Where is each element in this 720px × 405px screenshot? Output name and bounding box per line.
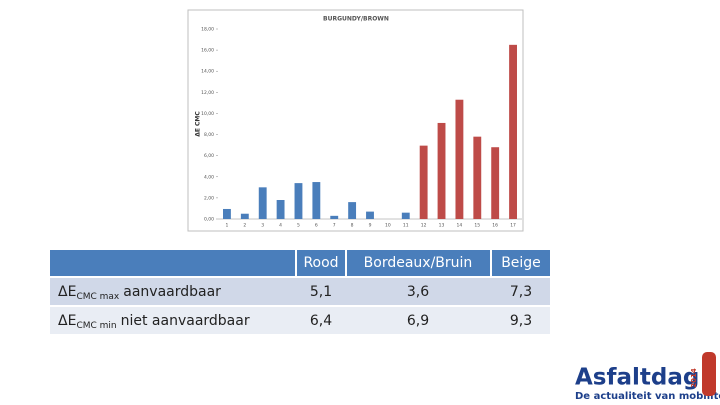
y-tick-label: 8,00 [204, 132, 214, 138]
row-text: niet aanvaardbaar [121, 313, 250, 329]
x-tick-label: 8 [351, 223, 354, 229]
y-tick-label: 14,00 [201, 69, 214, 75]
cell-text: 9,3 [510, 313, 532, 329]
x-tick-label: 2 [243, 223, 246, 229]
row-symbol: ΔE [58, 284, 76, 300]
header-text: Rood [303, 255, 338, 271]
bar [473, 136, 482, 219]
bar [455, 99, 464, 219]
x-tick-label: 3 [261, 223, 264, 229]
bar [419, 145, 428, 219]
bar [437, 122, 446, 219]
cell-text: 3,6 [407, 284, 429, 300]
logo-year: 2014 [690, 368, 698, 388]
row-label: ΔECMC max aanvaardbaar [58, 284, 221, 302]
header-cell [492, 250, 550, 276]
y-tick-label: 16,00 [201, 48, 214, 54]
x-tick-label: 14 [457, 223, 463, 229]
x-tick-label: 7 [333, 223, 336, 229]
row-symbol: ΔE [58, 313, 76, 329]
x-tick-label: 10 [385, 223, 391, 229]
y-tick-label: 0,00 [204, 217, 214, 223]
x-tick-label: 11 [403, 223, 409, 229]
cell-text: 5,1 [310, 284, 332, 300]
bar [223, 208, 231, 219]
cell-text: 6,9 [407, 313, 429, 329]
y-tick-label: 4,00 [204, 174, 214, 180]
header-text: Beige [501, 255, 541, 271]
logo-name: Asfaltdag [575, 365, 699, 391]
bar [509, 44, 517, 220]
x-tick-label: 15 [474, 223, 480, 229]
bar [330, 215, 339, 219]
y-tick-label: 6,00 [204, 153, 214, 159]
bar [348, 202, 357, 219]
bar [276, 200, 285, 219]
chart-title: BURGUNDY/BROWN [323, 16, 389, 23]
row-subscript: CMC max [76, 292, 119, 302]
x-tick-label: 6 [315, 223, 318, 229]
x-tick-label: 1 [226, 223, 229, 229]
x-tick-label: 5 [297, 223, 300, 229]
x-tick-label: 17 [510, 223, 516, 229]
header-text: Bordeaux/Bruin [364, 255, 473, 271]
header-cell [50, 250, 295, 276]
y-tick-label: 2,00 [204, 195, 214, 201]
row-bg [50, 278, 550, 305]
y-axis-label: ΔE CMC [195, 111, 202, 137]
chart-frame [187, 9, 524, 232]
bar [491, 147, 500, 219]
bar [294, 183, 303, 219]
y-tick-label: 18,00 [201, 27, 214, 33]
header-cell [347, 250, 490, 276]
bar [401, 212, 410, 219]
row-text: aanvaardbaar [123, 284, 221, 300]
bar [366, 211, 374, 219]
y-tick-label: 12,00 [201, 90, 214, 96]
row-subscript: CMC min [76, 321, 116, 331]
logo-icon [702, 352, 716, 396]
cell-text: 6,4 [310, 313, 332, 329]
x-tick-label: 9 [369, 223, 372, 229]
header-cell [297, 250, 345, 276]
x-tick-label: 13 [439, 223, 445, 229]
bar [312, 182, 321, 219]
logo-tagline: De actualiteit van mobiliteit [575, 391, 720, 402]
bar [240, 213, 249, 219]
row-bg [50, 307, 550, 334]
x-tick-label: 4 [279, 223, 282, 229]
x-tick-label: 16 [492, 223, 498, 229]
bar [258, 187, 267, 219]
logo: Asfaltdag 2014 De actualiteit van mobili… [575, 352, 720, 402]
row-label: ΔECMC min niet aanvaardbaar [58, 313, 250, 331]
x-tick-label: 12 [421, 223, 427, 229]
cell-text: 7,3 [510, 284, 532, 300]
y-tick-label: 10,00 [201, 111, 214, 117]
